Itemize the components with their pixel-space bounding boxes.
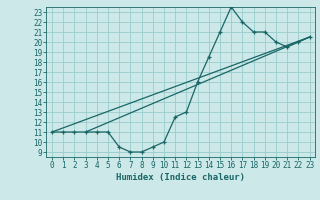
X-axis label: Humidex (Indice chaleur): Humidex (Indice chaleur) xyxy=(116,173,245,182)
